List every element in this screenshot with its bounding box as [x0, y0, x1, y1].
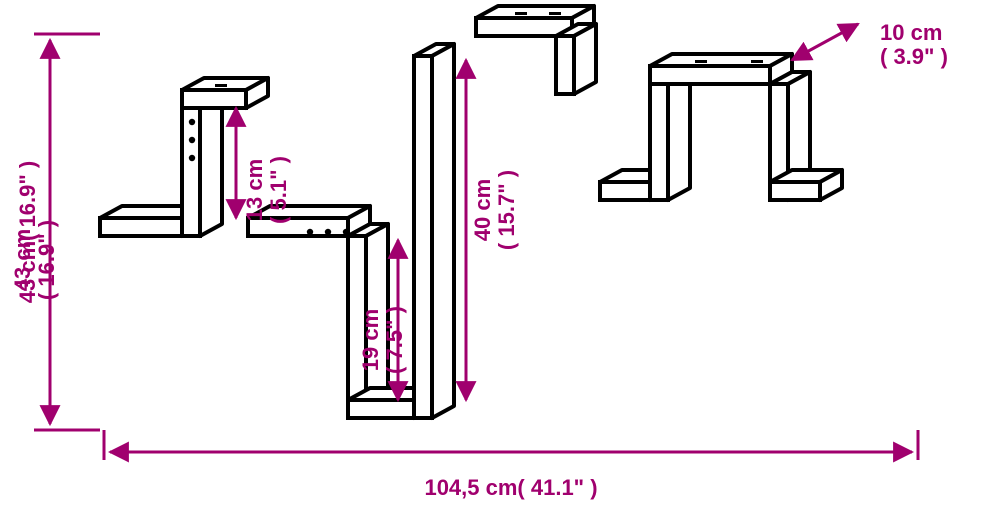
- svg-text:40 cm( 15.7" ): 40 cm( 15.7" ): [470, 170, 519, 250]
- dim-height-in: ( 16.9" ): [34, 220, 59, 300]
- dim-40-in: ( 15.7" ): [494, 170, 519, 250]
- dim-19-in: ( 7.5" ): [382, 306, 407, 374]
- svg-text:13 cm( 5.1" ): 13 cm( 5.1" ): [242, 156, 291, 224]
- dim-depth-cm: 10 cm: [880, 20, 942, 45]
- shelf-dimension-diagram: 43 cm( 16.9" )43 cm( 16.9" ) 104,5 cm( 41…: [0, 0, 983, 522]
- dim-width: 104,5 cm( 41.1" ): [424, 475, 597, 500]
- dim-19-cm: 19 cm: [358, 309, 383, 371]
- dim-13-in: ( 5.1" ): [266, 156, 291, 224]
- dim-13-cm: 13 cm: [242, 159, 267, 221]
- dim-depth-in: ( 3.9" ): [880, 44, 948, 69]
- svg-text:19 cm( 7.5" ): 19 cm( 7.5" ): [358, 306, 407, 374]
- dim-40-cm: 40 cm: [470, 179, 495, 241]
- dim-height-cm: 43 cm: [10, 229, 35, 291]
- svg-text:43 cm( 16.9" ): 43 cm( 16.9" ): [10, 220, 59, 300]
